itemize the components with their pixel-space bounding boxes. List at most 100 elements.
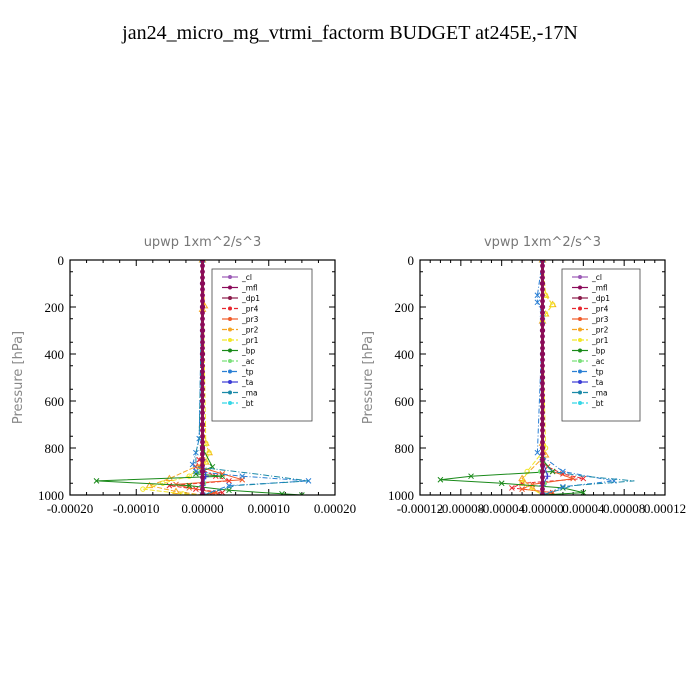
- legend-marker: [228, 306, 232, 311]
- legend-marker: [228, 285, 232, 290]
- legend-label: _mfl: [241, 284, 258, 293]
- data-point: [186, 482, 193, 489]
- data-point: [193, 449, 199, 456]
- y-axis-label: Pressure [hPa]: [361, 331, 376, 424]
- data-point: [570, 475, 576, 482]
- chart-panel-1: upwp 1xm^2/s^3 Pressure [hPa] -0.00020 -0.0…: [11, 235, 356, 516]
- legend-label: _mfl: [591, 284, 608, 293]
- data-point: [518, 474, 526, 482]
- legend-label: _pr2: [591, 326, 609, 335]
- data-point: [193, 468, 199, 475]
- data-point: [200, 269, 205, 275]
- legend-marker: [228, 369, 232, 374]
- data-point: [200, 398, 205, 404]
- legend-marker: [228, 317, 232, 321]
- data-point: [279, 490, 285, 495]
- data-point: [200, 333, 205, 339]
- data-point: [140, 486, 146, 492]
- data-point: [534, 292, 541, 299]
- legend-label: _bt: [241, 399, 254, 408]
- data-point: [540, 339, 545, 345]
- data-point: [172, 487, 180, 494]
- data-point: [200, 439, 205, 445]
- data-point: [200, 263, 205, 269]
- data-point: [540, 269, 545, 275]
- data-point: [540, 292, 545, 298]
- data-point: [540, 427, 545, 433]
- data-point: [200, 433, 205, 439]
- x-tick-label: -0.00004: [478, 501, 525, 516]
- x-tick-label: -0.00012: [397, 501, 444, 516]
- data-point: [540, 275, 545, 281]
- legend-marker: [228, 380, 232, 384]
- data-point: [200, 375, 205, 380]
- legend-marker: [578, 348, 582, 353]
- legend-label: _cl: [591, 273, 602, 282]
- legend-marker: [228, 296, 232, 300]
- legend-marker: [578, 390, 582, 395]
- legend-marker: [578, 285, 582, 290]
- data-point: [200, 474, 205, 480]
- data-point: [509, 485, 515, 491]
- data-point: [160, 480, 166, 486]
- legend-label: _dp1: [591, 294, 610, 303]
- data-point: [200, 286, 205, 292]
- legend-marker: [578, 275, 582, 279]
- legend-marker: [578, 296, 582, 300]
- data-point: [200, 339, 205, 345]
- data-point: [186, 473, 192, 479]
- legend-label: _ac: [241, 357, 254, 366]
- data-point: [528, 483, 537, 491]
- data-point: [239, 473, 246, 480]
- data-point: [200, 422, 205, 427]
- data-point: [200, 416, 205, 422]
- data-point: [189, 461, 196, 468]
- data-point: [540, 404, 545, 410]
- data-point: [200, 380, 205, 386]
- y-tick-label: 1000: [388, 488, 414, 503]
- legend-label: _pr4: [591, 305, 609, 314]
- legend-marker: [578, 327, 582, 332]
- x-tick-label: 0.00012: [644, 501, 686, 516]
- data-point: [550, 301, 556, 308]
- data-point: [540, 451, 545, 457]
- data-point: [200, 427, 205, 433]
- y-tick-label: 0: [408, 253, 415, 268]
- legend-marker: [578, 306, 582, 311]
- legend-marker: [578, 369, 582, 374]
- data-point: [540, 369, 545, 375]
- y-tick-label: 400: [45, 347, 65, 362]
- legend-label: _pr1: [591, 336, 609, 345]
- data-point: [540, 480, 545, 486]
- data-point: [93, 478, 100, 484]
- data-point: [200, 292, 205, 298]
- legend-marker: [228, 359, 232, 363]
- chart-title: upwp 1xm^2/s^3: [144, 235, 262, 250]
- data-point: [200, 457, 205, 463]
- data-point: [540, 333, 545, 339]
- legend-label: _bp: [591, 347, 606, 356]
- data-point: [540, 422, 545, 427]
- legend-box: [211, 268, 313, 422]
- legend-label: _pr3: [591, 315, 609, 324]
- x-tick-label: -0.00020: [47, 501, 94, 516]
- chart-title: vpwp 1xm^2/s^3: [484, 235, 601, 250]
- data-point: [200, 316, 205, 322]
- data-point: [206, 450, 212, 456]
- y-tick-label: 800: [45, 441, 65, 456]
- series-line: [147, 260, 210, 495]
- data-point: [200, 328, 205, 333]
- data-point: [544, 473, 551, 480]
- data-point: [534, 449, 541, 456]
- data-point: [498, 480, 505, 487]
- data-point: [200, 345, 205, 351]
- legend-marker: [578, 380, 582, 384]
- y-tick-label: 200: [395, 300, 415, 315]
- plot-frame: [419, 259, 666, 496]
- legend-label: _pr2: [241, 326, 259, 335]
- legend-label: _tp: [591, 368, 604, 377]
- legend-marker: [228, 348, 232, 353]
- data-point: [540, 445, 545, 451]
- data-point: [200, 322, 205, 328]
